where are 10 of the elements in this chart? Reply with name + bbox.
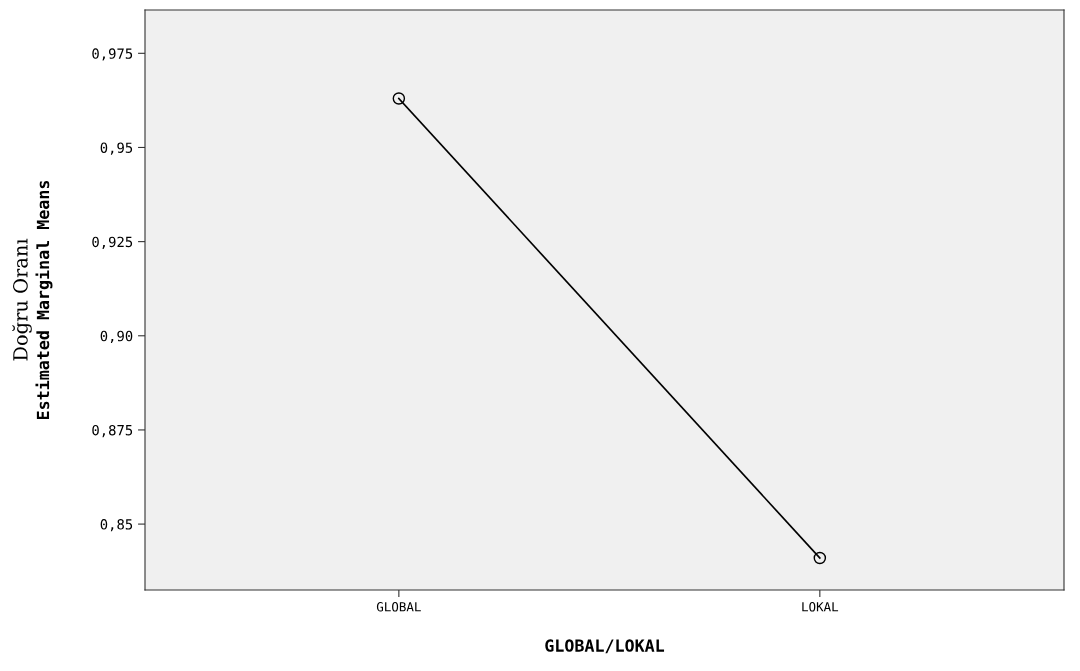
- y-tick-label: 0,975: [92, 48, 133, 61]
- x-axis-title: GLOBAL/LOKAL: [545, 639, 665, 654]
- y-tick-label: 0,875: [92, 424, 133, 438]
- x-tick-label: GLOBAL: [376, 602, 421, 612]
- x-tick-label: LOKAL: [802, 602, 839, 612]
- y-tick-label: 0,95: [100, 142, 133, 155]
- y-tick-label: 0,85: [100, 519, 133, 532]
- y-tick-label: 0,90: [100, 330, 133, 344]
- y-axis-title: Doğru Oranı Estimated Marginal Means: [12, 180, 53, 420]
- y-tick-label: 0,925: [92, 236, 133, 249]
